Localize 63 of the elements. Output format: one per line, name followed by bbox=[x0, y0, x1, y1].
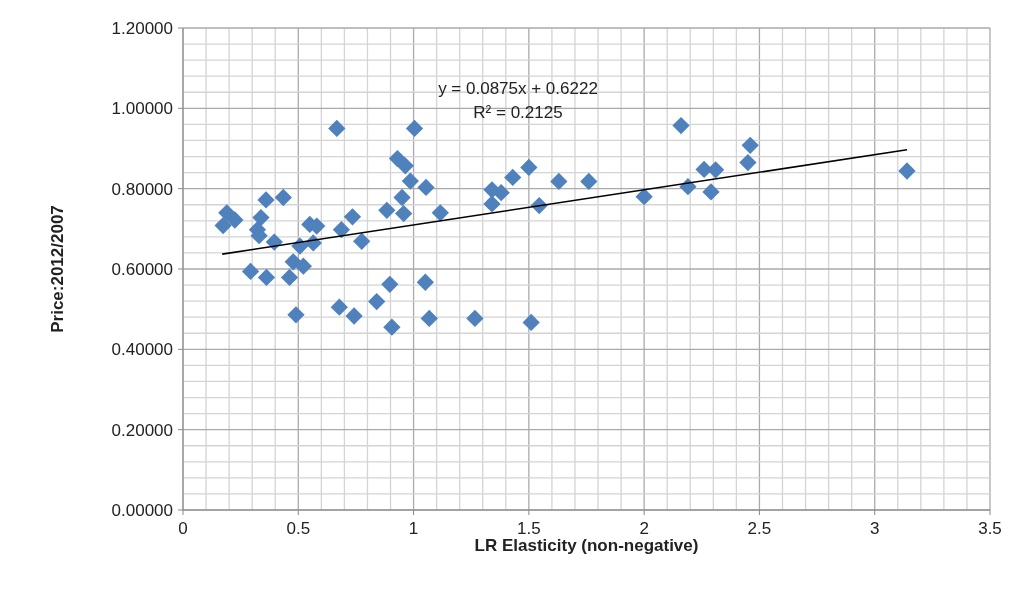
point bbox=[672, 116, 690, 135]
x-tick-label: 1 bbox=[408, 519, 419, 538]
point bbox=[257, 191, 275, 209]
point bbox=[898, 162, 916, 180]
annotation: y = 0.0875x + 0.6222 bbox=[438, 79, 598, 98]
point bbox=[431, 204, 449, 222]
x-tick-label: 0 bbox=[178, 519, 188, 538]
y-tick-label: 0.40000 bbox=[111, 340, 173, 360]
point bbox=[257, 268, 276, 287]
point bbox=[241, 262, 260, 281]
point bbox=[420, 309, 438, 328]
point bbox=[345, 307, 363, 325]
point bbox=[274, 188, 292, 207]
x-tick-label: 2.5 bbox=[747, 519, 772, 538]
point bbox=[702, 183, 720, 201]
point bbox=[417, 178, 435, 197]
x-tick-label: 1.5 bbox=[517, 519, 541, 538]
point bbox=[580, 172, 598, 191]
point bbox=[395, 204, 413, 223]
point bbox=[343, 208, 362, 226]
point bbox=[550, 172, 568, 191]
point bbox=[393, 188, 411, 207]
point bbox=[504, 168, 522, 187]
point bbox=[353, 232, 371, 250]
y-tick-label: 0.80000 bbox=[111, 179, 173, 199]
point bbox=[284, 253, 302, 271]
point bbox=[396, 157, 414, 175]
y-tick-label: 1.00000 bbox=[111, 99, 173, 119]
x-tick-label: 2 bbox=[639, 519, 649, 538]
point bbox=[280, 268, 299, 287]
x-axis-title: LR Elasticity (non-negative) bbox=[474, 536, 699, 555]
point bbox=[520, 158, 538, 177]
y-tick-label: 0.60000 bbox=[111, 259, 173, 279]
point bbox=[294, 257, 312, 275]
point bbox=[226, 211, 244, 229]
point bbox=[252, 208, 270, 227]
x-tick-label: 3 bbox=[869, 519, 880, 538]
y-tick-label: 0.20000 bbox=[111, 420, 173, 440]
y-tick-label: 1.20000 bbox=[111, 18, 173, 38]
point bbox=[483, 195, 501, 213]
point bbox=[378, 201, 396, 219]
point bbox=[416, 273, 434, 291]
point bbox=[405, 119, 424, 138]
point bbox=[381, 275, 399, 293]
point bbox=[368, 292, 386, 311]
y-axis-title: Price:2012/2007 bbox=[48, 205, 67, 333]
y-tick-label: 0.00000 bbox=[111, 500, 173, 520]
point bbox=[328, 119, 346, 138]
point bbox=[401, 172, 419, 190]
x-tick-label: 3.5 bbox=[978, 519, 1002, 538]
point bbox=[287, 306, 305, 324]
point bbox=[739, 153, 757, 172]
point bbox=[214, 216, 232, 235]
point bbox=[635, 188, 653, 206]
point bbox=[466, 309, 484, 328]
annotation: R² = 0.2125 bbox=[473, 103, 563, 122]
point bbox=[522, 313, 540, 332]
x-tick-label: 0.5 bbox=[286, 519, 311, 538]
point bbox=[330, 298, 348, 316]
point bbox=[332, 221, 351, 239]
point bbox=[383, 318, 401, 336]
point bbox=[265, 233, 283, 251]
point bbox=[741, 136, 759, 154]
